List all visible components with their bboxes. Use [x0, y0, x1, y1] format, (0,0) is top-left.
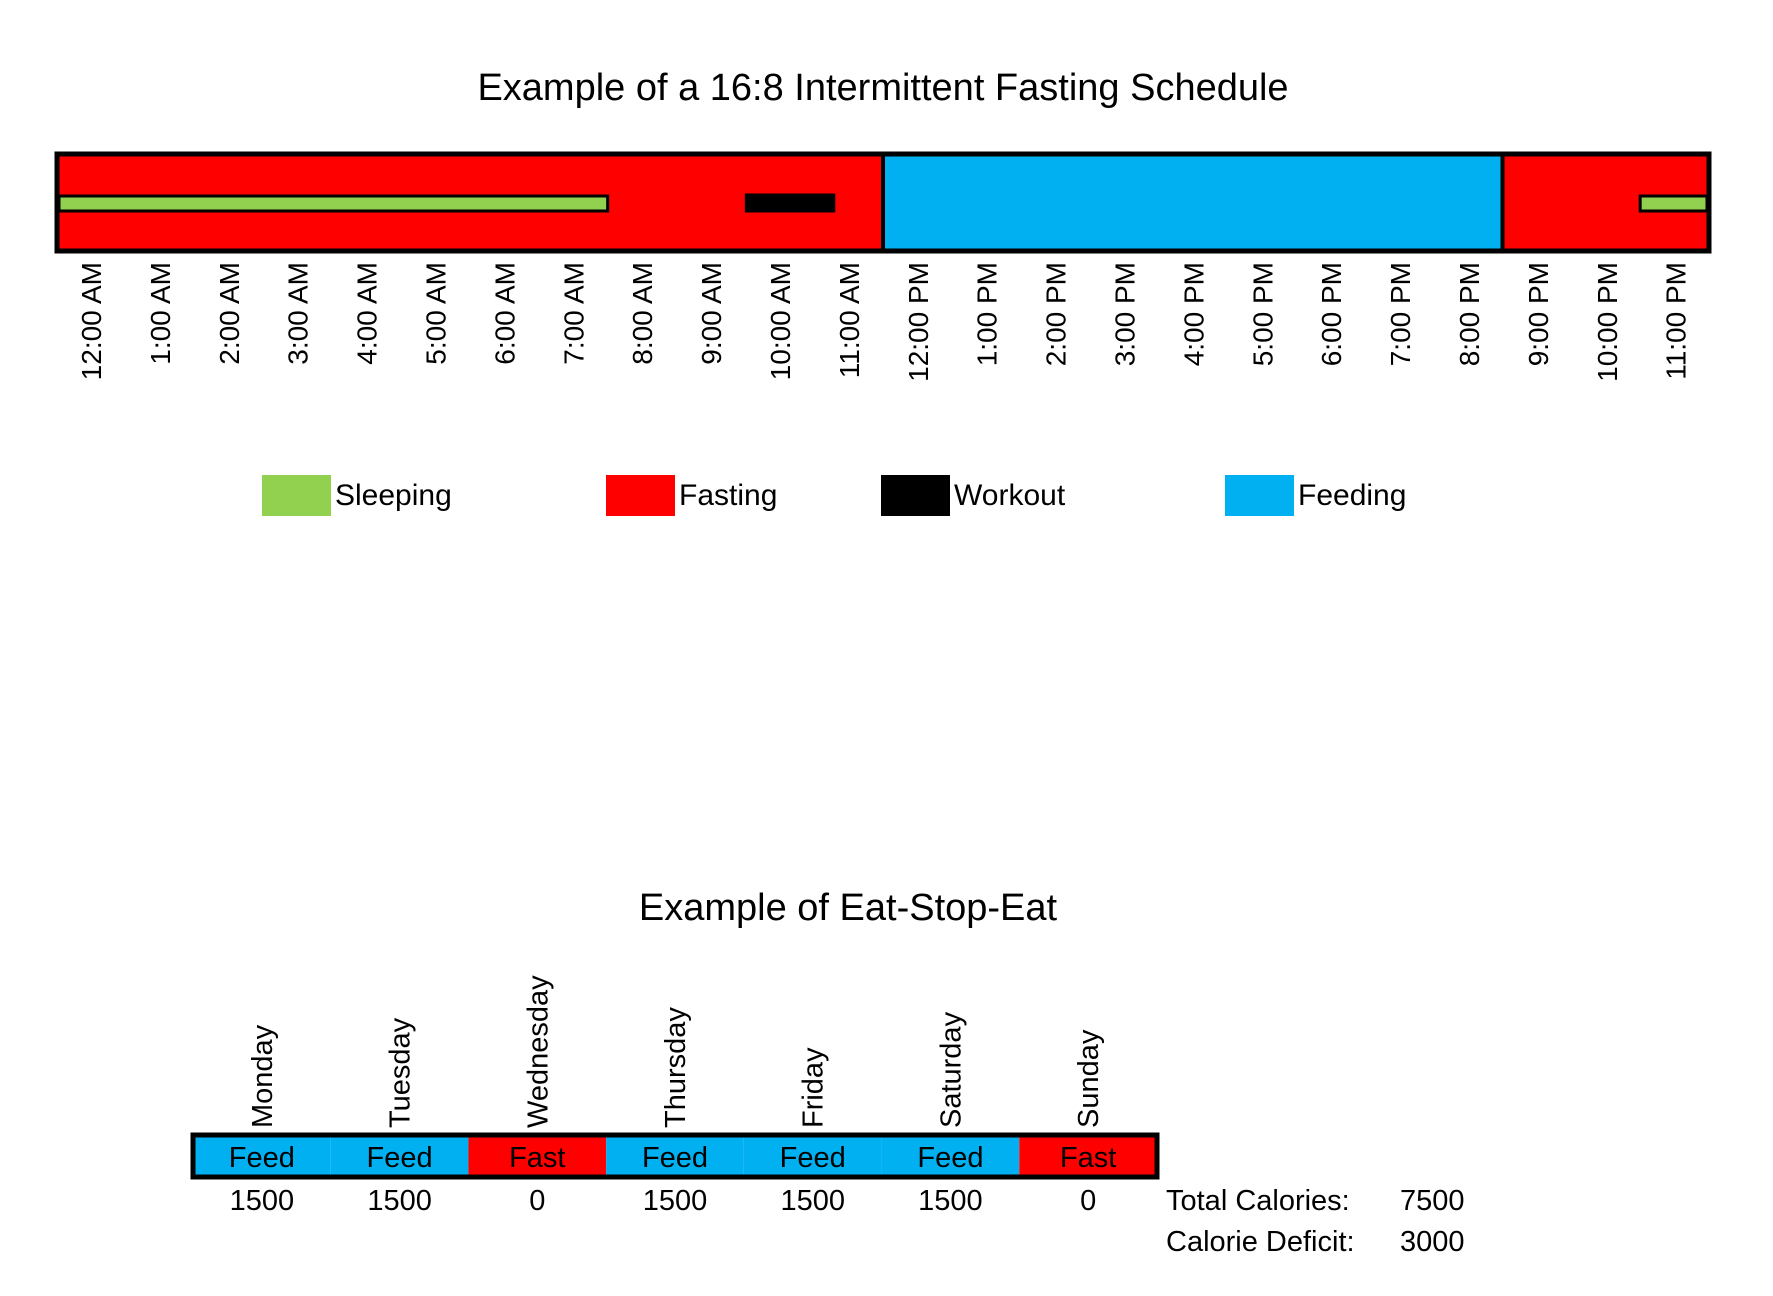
summary-row: Calorie Deficit: 3000	[1166, 1226, 1465, 1258]
day-calories: 1500	[230, 1185, 295, 1217]
summary-value: 7500	[1400, 1185, 1465, 1217]
day-status: Feed	[642, 1142, 708, 1174]
day-status: Feed	[917, 1142, 983, 1174]
tick-label: 9:00 AM	[696, 262, 727, 365]
tick-label: 12:00 AM	[76, 262, 107, 380]
legend: Sleeping Fasting Workout Feeding	[262, 475, 1406, 516]
overlay-sleeping-0	[57, 194, 610, 213]
day-status: Feed	[780, 1142, 846, 1174]
tick-label: 5:00 AM	[421, 262, 452, 365]
timeline-bar	[54, 151, 1712, 254]
tick-label: 4:00 AM	[352, 262, 383, 365]
tick-label: 10:00 PM	[1592, 262, 1623, 382]
day-status: Fast	[1060, 1142, 1116, 1174]
tick-label: 2:00 PM	[1041, 262, 1072, 366]
legend-swatch	[606, 475, 675, 516]
tick-label: 11:00 PM	[1661, 262, 1692, 380]
day-label: Sunday	[1073, 1029, 1105, 1128]
day-cell	[193, 1135, 331, 1177]
tick-label: 10:00 AM	[765, 262, 796, 380]
table-title: Example of Eat-Stop-Eat	[639, 887, 1058, 929]
legend-label: Workout	[954, 479, 1066, 512]
tick-label: 8:00 AM	[627, 262, 658, 365]
week-table: Feed Monday 1500 Feed Tuesday 1500 Fast Wednesd…	[190, 975, 1160, 1217]
tick-label: 6:00 AM	[489, 262, 520, 365]
tick-label: 7:00 PM	[1385, 262, 1416, 366]
day-cell	[468, 1135, 607, 1177]
summary-value: 3000	[1400, 1226, 1465, 1258]
day-column-monday: Feed Monday 1500	[193, 1024, 331, 1217]
tick-label: 2:00 AM	[214, 262, 245, 365]
day-label: Saturday	[935, 1011, 967, 1128]
legend-item-feeding: Feeding	[1225, 475, 1406, 516]
legend-label: Feeding	[1298, 479, 1406, 512]
overlay-sleeping-2	[1638, 194, 1709, 213]
day-label: Monday	[247, 1024, 279, 1128]
day-status: Fast	[509, 1142, 565, 1174]
eat-stop-eat-table: Example of Eat-Stop-Eat FeedMonday1500Fe…	[190, 887, 1465, 1258]
day-column-friday: Feed Friday 1500	[743, 1047, 882, 1217]
summary-label: Calorie Deficit:	[1166, 1226, 1355, 1258]
tick-label: 3:00 AM	[283, 262, 314, 365]
day-calories: 1500	[643, 1185, 708, 1217]
segment-feeding-1	[881, 152, 1505, 253]
legend-label: Fasting	[679, 479, 777, 512]
day-label: Thursday	[660, 1007, 692, 1128]
tick-label: 3:00 PM	[1110, 262, 1141, 366]
day-column-wednesday: Fast Wednesday 0	[468, 975, 607, 1217]
day-column-tuesday: Feed Tuesday 1500	[330, 1017, 469, 1217]
day-cell	[1019, 1135, 1157, 1177]
calorie-summary: Total Calories: 7500 Calorie Deficit: 3000	[1166, 1185, 1465, 1258]
legend-swatch	[1225, 475, 1294, 516]
overlay-workout-1	[744, 193, 836, 213]
table-border	[190, 1132, 1160, 1180]
tick-label: 1:00 PM	[972, 262, 1003, 366]
tick-label: 1:00 AM	[145, 262, 176, 365]
legend-item-workout: Workout	[881, 475, 1066, 516]
day-cell	[743, 1135, 882, 1177]
day-cell	[881, 1135, 1020, 1177]
day-calories: 1500	[918, 1185, 983, 1217]
tick-label: 8:00 PM	[1454, 262, 1485, 366]
tick-label: 12:00 PM	[903, 262, 934, 382]
day-cell	[330, 1135, 469, 1177]
day-column-thursday: Feed Thursday 1500	[606, 1007, 744, 1217]
x-axis-ticks: 12:00 AM 1:00 AM 2:00 AM 3:00 AM 4:00 AM 5:00…	[76, 262, 1692, 382]
tick-label: 11:00 AM	[834, 262, 865, 378]
day-status: Feed	[229, 1142, 295, 1174]
tick-label: 9:00 PM	[1523, 262, 1554, 366]
day-column-sunday: Fast Sunday 0	[1019, 1029, 1157, 1217]
tick-label: 6:00 PM	[1316, 262, 1347, 366]
summary-row: Total Calories: 7500	[1166, 1185, 1465, 1217]
day-label: Friday	[798, 1047, 830, 1128]
legend-swatch	[262, 475, 331, 516]
day-calories: 0	[529, 1185, 545, 1217]
chart-title: Example of a 16:8 Intermittent Fasting S…	[477, 67, 1288, 109]
day-status: Feed	[367, 1142, 433, 1174]
day-cell	[606, 1135, 744, 1177]
legend-item-sleeping: Sleeping	[262, 475, 452, 516]
day-calories: 1500	[780, 1185, 845, 1217]
legend-label: Sleeping	[335, 479, 452, 512]
tick-label: 4:00 PM	[1178, 262, 1209, 366]
fasting-schedule-chart: Example of a 16:8 Intermittent Fasting S…	[54, 67, 1712, 516]
legend-swatch	[881, 475, 950, 516]
legend-item-fasting: Fasting	[606, 475, 777, 516]
day-label: Tuesday	[385, 1017, 417, 1128]
day-calories: 1500	[367, 1185, 432, 1217]
day-label: Wednesday	[522, 975, 554, 1128]
timeline-border	[54, 151, 1712, 254]
tick-label: 5:00 PM	[1247, 262, 1278, 366]
tick-label: 7:00 AM	[558, 262, 589, 365]
day-column-saturday: Feed Saturday 1500	[881, 1011, 1020, 1217]
summary-label: Total Calories:	[1166, 1185, 1350, 1217]
day-calories: 0	[1080, 1185, 1096, 1217]
